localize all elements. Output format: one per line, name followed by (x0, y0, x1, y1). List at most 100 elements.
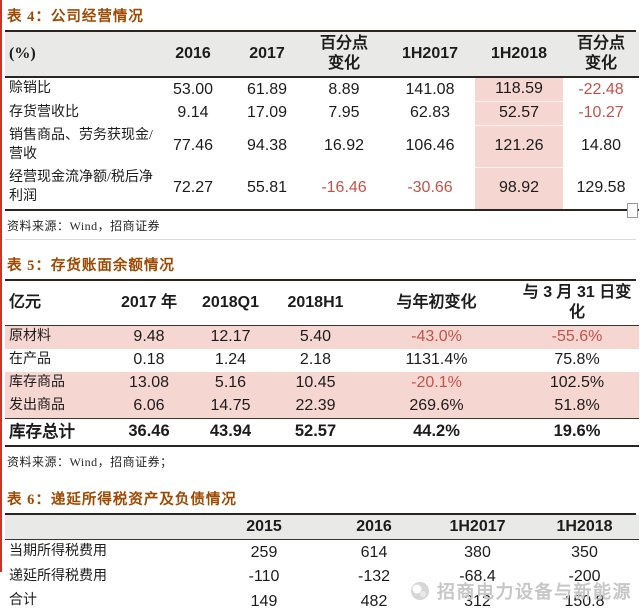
row-label: 在产品 (9, 351, 51, 367)
cell-value: 62.83 (409, 104, 451, 121)
watermark-text: 招商电力设备与新能源 (437, 582, 632, 602)
cell-value: 269.6% (358, 394, 515, 419)
cell-value: 141.08 (405, 80, 455, 98)
cell-value: -132 (357, 568, 391, 586)
cell-value: 9.14 (177, 104, 209, 121)
column-header: 1H2018 (490, 45, 548, 62)
cell-value: 55.81 (246, 178, 288, 196)
cell-value: 75.8% (554, 351, 600, 369)
table-inventory-balance: 亿元 2017 年 2018Q1 2018H1 与年初变化 与 3 月 31 日变化 原材… (5, 281, 639, 447)
cell-value: 614 (360, 543, 388, 561)
column-header: 百分点 变化 (576, 35, 625, 72)
table-deferred-tax: 2015 2016 1H2017 1H2018 当期所得税费用 259 614 380 350… (5, 514, 639, 611)
cell-value: 17.09 (246, 104, 288, 121)
column-header: 1H2017 (401, 45, 459, 62)
column-header: 与 3 月 31 日变化 (522, 283, 632, 321)
cell-value: 102.5% (515, 371, 639, 395)
cell-value: 36.46 (128, 422, 170, 441)
column-header: 2015 (246, 518, 282, 536)
cell-value: 52.57 (475, 101, 563, 126)
watermark: 招商电力设备与新能源 (409, 578, 632, 604)
cell-value: 9.48 (110, 325, 188, 349)
column-header: 2017 年 (120, 293, 178, 311)
table-row: 在产品 0.18 1.24 2.18 1131.4% 75.8% (5, 349, 639, 372)
column-header: (%) (9, 45, 36, 62)
cell-value: 118.59 (475, 77, 563, 102)
cell-value: 77.46 (172, 137, 214, 154)
cell-value: -43.0% (358, 325, 515, 349)
table-row: 原材料 9.48 12.17 5.40 -43.0% -55.6% (5, 325, 639, 349)
cell-value: 150.8 (564, 592, 605, 610)
column-header: 与年初变化 (396, 293, 477, 311)
column-header: 1H2018 (556, 518, 613, 536)
cell-value: -68.4 (459, 568, 496, 586)
table-header-row: 2015 2016 1H2017 1H2018 (5, 514, 639, 540)
table5-source: 资料来源：Wind，招商证券； (7, 454, 173, 469)
column-header: 百分点 变化 (319, 35, 368, 72)
cell-value: 8.89 (328, 80, 360, 98)
table-company-operations: (%) 2016 2017 百分点 变化 1H2017 1H2018 百分点 变化 赊销比 5… (5, 32, 639, 211)
cell-value: -22.48 (578, 80, 624, 98)
cell-value: 72.27 (172, 178, 214, 196)
cell-value: 13.08 (110, 371, 188, 395)
column-header: 2018Q1 (202, 293, 259, 311)
row-label: 库存总计 (9, 421, 75, 441)
cell-value: 121.26 (475, 125, 563, 168)
cell-value: 1131.4% (405, 351, 468, 369)
row-label: 原材料 (5, 325, 110, 349)
cell-value: 259 (250, 543, 278, 561)
table-row: 合计 149 482 312 150.8 (5, 590, 639, 611)
table4-source: 资料来源：Wind，招商证券 (7, 218, 161, 233)
table-row: 当期所得税费用 259 614 380 350 (5, 540, 639, 565)
cell-value: 350 (571, 543, 598, 561)
table-row: 库存总计 36.46 43.94 52.57 44.2% 19.6% (5, 418, 639, 446)
table-row: 经营现金流净额/税后净利润 72.27 55.81 -16.46 -30.66 98.92… (5, 167, 639, 211)
cell-value: -20.1% (358, 371, 515, 395)
cell-value: -200 (568, 568, 601, 586)
cell-value: 14.75 (188, 394, 273, 419)
table5-title: 表 5：存货账面余额情况 (5, 240, 636, 281)
table4-title: 表 4：公司经营情况 (5, 0, 636, 32)
cell-value: 10.45 (273, 371, 358, 395)
resize-handle[interactable] (627, 203, 638, 218)
table-row: 存货营收比 9.14 17.09 7.95 62.83 52.57 -10.27 (5, 101, 639, 126)
cell-value: -55.6% (515, 325, 639, 349)
cell-value: 5.16 (188, 371, 273, 395)
cell-value: 129.58 (576, 178, 626, 196)
cell-value: 6.06 (110, 394, 188, 419)
cell-value: 106.46 (405, 137, 455, 154)
cell-value: 14.80 (580, 137, 622, 154)
table4-section: 表 4：公司经营情况 (%) 2016 2017 百分点 变化 1H2017 1H2018… (0, 0, 640, 240)
section-divider (5, 238, 636, 240)
cell-value: 44.2% (413, 422, 460, 441)
column-header: 1H2017 (449, 518, 506, 536)
table-row: 发出商品 6.06 14.75 22.39 269.6% 51.8% (5, 394, 639, 419)
row-label: 递延所得税费用 (9, 568, 107, 584)
table-header-row: (%) 2016 2017 百分点 变化 1H2017 1H2018 百分点 变化 (5, 32, 639, 77)
column-header (5, 515, 205, 540)
cell-value: 43.94 (209, 422, 252, 441)
cell-value: 149 (250, 592, 278, 610)
cell-value: -110 (248, 568, 280, 586)
table-row: 销售商品、劳务获现金/营收 77.46 94.38 16.92 106.46 121.26… (5, 125, 639, 168)
cell-value: 53.00 (172, 80, 214, 98)
brand-logo-icon (409, 580, 431, 602)
cell-value: 52.57 (294, 422, 337, 441)
cell-value: 0.18 (133, 351, 165, 369)
row-label: 合计 (9, 593, 37, 609)
cell-value: 98.92 (475, 167, 563, 211)
cell-value: 61.89 (246, 80, 288, 98)
cell-value: 51.8% (515, 394, 639, 419)
table-header-row: 亿元 2017 年 2018Q1 2018H1 与年初变化 与 3 月 31 日变化 (5, 281, 639, 326)
cell-value: 5.40 (273, 325, 358, 349)
table-row: 库存商品 13.08 5.16 10.45 -20.1% 102.5% (5, 371, 639, 395)
left-red-line (0, 0, 2, 572)
cell-value: 2.18 (299, 351, 332, 369)
cell-value: 7.95 (328, 104, 360, 121)
column-header: 2016 (356, 518, 392, 536)
cell-value: -30.66 (407, 178, 453, 196)
cell-value: 482 (360, 592, 388, 610)
row-label: 赊销比 (9, 81, 51, 97)
table-row: 递延所得税费用 -110 -132 -68.4 -200 (5, 565, 639, 590)
